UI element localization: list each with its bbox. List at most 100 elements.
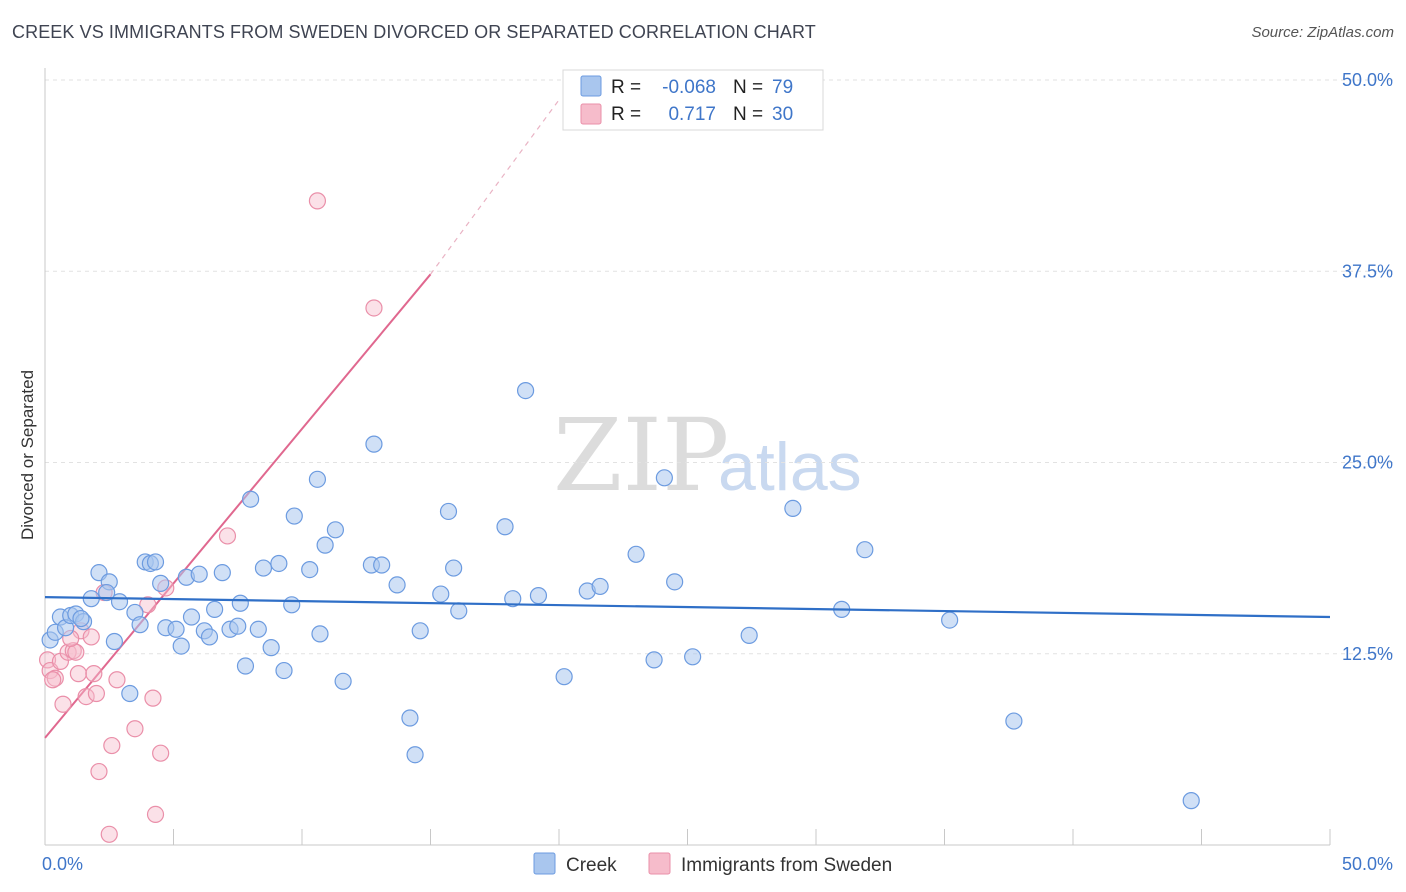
creek-point-43: [311, 625, 329, 643]
creek-point-10: [105, 632, 123, 651]
creek-point-39: [283, 596, 301, 614]
trendline-sweden-extension: [430, 99, 560, 275]
legend-r-value-creek: -0.068: [662, 77, 716, 98]
creek-point-57: [450, 602, 468, 620]
legend-swatch-sweden: [580, 103, 602, 125]
sweden-point-28: [44, 671, 62, 689]
creek-point-24: [190, 565, 208, 583]
creek-point-51: [401, 709, 419, 727]
creek-point-35: [254, 559, 273, 577]
creek-point-55: [439, 502, 458, 521]
trendline-creek-group: [44, 596, 1331, 619]
watermark-atlas: atlas: [718, 429, 862, 505]
creek-point-38: [275, 661, 293, 680]
legend-r-label-creek: R =: [611, 77, 641, 98]
creek-point-78: [72, 609, 90, 628]
creek-point-53: [411, 622, 429, 640]
creek-point-48: [365, 435, 383, 453]
y-axis-label: Divorced or Separated: [18, 370, 37, 540]
creek-point-67: [655, 469, 673, 487]
legend-n-value-creek: 79: [772, 77, 793, 98]
sweden-point-16: [100, 825, 118, 843]
creek-point-77: [98, 583, 116, 602]
sweden-point-0: [38, 651, 57, 669]
bottom-legend-swatch-sweden: [648, 852, 671, 875]
sweden-point-18: [108, 671, 126, 689]
creek-point-69: [684, 648, 702, 666]
creek-point-50: [388, 576, 406, 594]
creek-point-26: [200, 628, 219, 646]
creek-point-65: [627, 545, 645, 563]
creek-point-71: [784, 499, 802, 517]
sweden-point-11: [82, 628, 100, 646]
sweden-point-22: [146, 805, 165, 824]
creek-point-36: [262, 639, 280, 657]
creek-point-56: [445, 559, 463, 577]
legend-n-label-creek: N =: [733, 77, 763, 98]
source-label: Source: ZipAtlas.com: [1251, 24, 1394, 41]
sweden-point-4: [54, 695, 72, 713]
creek-point-61: [529, 587, 548, 605]
legend-swatch-creek: [580, 75, 602, 97]
sweden-point-19: [126, 720, 144, 738]
creek-point-34: [249, 620, 267, 638]
creek-point-32: [236, 657, 255, 675]
sweden-points: [38, 192, 383, 843]
creek-point-20: [167, 620, 185, 638]
y-tick-label-0: 12.5%: [1342, 644, 1393, 664]
creek-point-59: [504, 590, 522, 608]
x-tick-label-min: 0.0%: [42, 854, 83, 874]
axes: [44, 68, 1331, 846]
creek-point-12: [121, 684, 139, 703]
creek-point-73: [856, 541, 874, 559]
legend: R = -0.068 N = 79 R = 0.717 N = 30: [562, 69, 824, 131]
trendline-sweden: [44, 273, 432, 739]
creek-point-41: [301, 560, 319, 579]
sweden-point-27: [365, 299, 383, 317]
creek-point-23: [182, 608, 201, 626]
creek-point-30: [229, 617, 247, 635]
legend-r-label-sweden: R =: [611, 104, 641, 125]
sweden-point-23: [152, 744, 170, 762]
creek-point-74: [941, 611, 959, 629]
sweden-point-25: [218, 527, 237, 545]
sweden-point-20: [139, 596, 157, 614]
creek-point-54: [432, 585, 450, 603]
bottom-legend-label-sweden: Immigrants from Sweden: [681, 855, 892, 876]
creek-point-42: [308, 470, 327, 488]
y-tick-label-2: 37.5%: [1342, 261, 1393, 281]
y-tick-label-3: 50.0%: [1342, 70, 1393, 90]
creek-point-75: [1005, 712, 1023, 730]
y-tick-label-1: 25.0%: [1342, 453, 1393, 473]
legend-box: [562, 69, 824, 131]
chart-title: CREEK VS IMMIGRANTS FROM SWEDEN DIVORCED…: [12, 22, 816, 42]
watermark-zip: ZIP: [553, 397, 729, 514]
legend-n-value-sweden: 30: [772, 104, 793, 125]
creek-point-44: [316, 536, 334, 554]
bottom-legend-swatch-creek: [533, 852, 556, 875]
creek-point-76: [1182, 792, 1200, 810]
creek-point-21: [172, 637, 190, 655]
bottom-legend: Creek Immigrants from Sweden: [533, 852, 892, 876]
creek-point-33: [242, 490, 260, 508]
creek-point-60: [516, 381, 535, 400]
creek-point-27: [206, 600, 224, 618]
sweden-point-17: [103, 736, 121, 755]
sweden-point-8: [69, 665, 88, 683]
creek-point-18: [152, 574, 170, 592]
legend-r-value-sweden: 0.717: [668, 104, 716, 125]
legend-n-label-sweden: N =: [733, 104, 763, 125]
creek-point-17: [146, 553, 165, 571]
creek-point-14: [131, 616, 149, 634]
creek-point-40: [285, 507, 303, 525]
creek-point-70: [740, 626, 758, 644]
bottom-legend-label-creek: Creek: [566, 855, 617, 876]
sweden-point-14: [90, 762, 108, 781]
trendline-creek: [44, 596, 1331, 619]
sweden-point-26: [308, 192, 327, 210]
creek-point-49: [373, 556, 391, 574]
creek-point-37: [270, 554, 288, 573]
sweden-point-13: [87, 684, 106, 703]
creek-point-64: [591, 577, 609, 596]
